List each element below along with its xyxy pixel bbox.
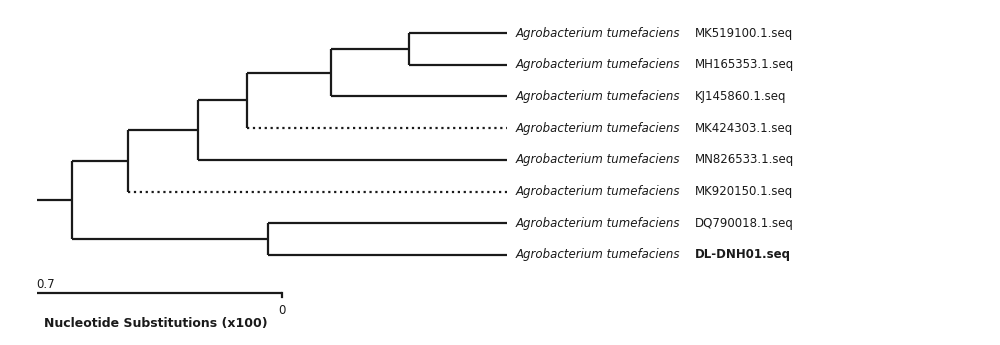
Text: MK424303.1.seq: MK424303.1.seq: [695, 122, 793, 135]
Text: MK920150.1.seq: MK920150.1.seq: [695, 185, 793, 198]
Text: KJ145860.1.seq: KJ145860.1.seq: [695, 90, 786, 103]
Text: MH165353.1.seq: MH165353.1.seq: [695, 58, 794, 71]
Text: Agrobacterium tumefaciens: Agrobacterium tumefaciens: [515, 27, 680, 40]
Text: MN826533.1.seq: MN826533.1.seq: [695, 153, 794, 166]
Text: Agrobacterium tumefaciens: Agrobacterium tumefaciens: [515, 217, 680, 230]
Text: Agrobacterium tumefaciens: Agrobacterium tumefaciens: [515, 122, 680, 135]
Text: MK519100.1.seq: MK519100.1.seq: [695, 27, 793, 40]
Text: 0: 0: [279, 304, 286, 317]
Text: DL-DNH01.seq: DL-DNH01.seq: [695, 248, 791, 262]
Text: Agrobacterium tumefaciens: Agrobacterium tumefaciens: [515, 153, 680, 166]
Text: DQ790018.1.seq: DQ790018.1.seq: [695, 217, 793, 230]
Text: Agrobacterium tumefaciens: Agrobacterium tumefaciens: [515, 248, 680, 262]
Text: Agrobacterium tumefaciens: Agrobacterium tumefaciens: [515, 90, 680, 103]
Text: Agrobacterium tumefaciens: Agrobacterium tumefaciens: [515, 185, 680, 198]
Text: 0.7: 0.7: [37, 278, 55, 291]
Text: Nucleotide Substitutions (x100): Nucleotide Substitutions (x100): [44, 317, 267, 330]
Text: Agrobacterium tumefaciens: Agrobacterium tumefaciens: [515, 58, 680, 71]
